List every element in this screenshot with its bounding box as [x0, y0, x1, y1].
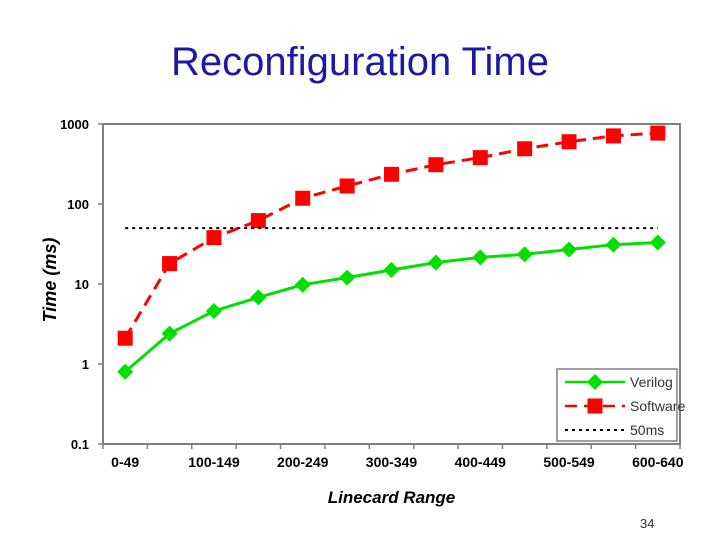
- software-point: [650, 125, 666, 141]
- x-axis-label: Linecard Range: [328, 488, 456, 507]
- x-tick-label: 400-449: [455, 454, 507, 470]
- y-tick-label: 1: [82, 357, 89, 372]
- series-software: [117, 125, 666, 346]
- legend-label: Software: [630, 398, 685, 414]
- software-point: [428, 157, 444, 173]
- verilog-point: [117, 363, 134, 380]
- software-point: [206, 230, 222, 246]
- slide-title: Reconfiguration Time: [171, 40, 549, 84]
- page-number: 34: [640, 516, 655, 531]
- software-point: [384, 166, 399, 182]
- verilog-point: [339, 269, 356, 286]
- software-point: [517, 141, 533, 157]
- legend: Verilog Software 50ms: [556, 368, 685, 442]
- verilog-point: [383, 261, 400, 278]
- legend-item-software: Software: [565, 398, 685, 414]
- verilog-point: [605, 236, 622, 253]
- series-verilog: [117, 234, 666, 380]
- verilog-point: [205, 302, 222, 319]
- software-point: [295, 190, 311, 206]
- verilog-point: [649, 234, 666, 251]
- verilog-point: [427, 254, 444, 271]
- software-point: [561, 134, 577, 150]
- legend-label: 50ms: [630, 422, 664, 438]
- verilog-point: [294, 276, 311, 293]
- y-tick-label: 0.1: [71, 437, 89, 452]
- software-point: [605, 128, 621, 144]
- verilog-point: [561, 241, 578, 258]
- x-tick-label: 200-249: [277, 454, 329, 470]
- software-point: [472, 150, 488, 166]
- y-axis-label: Time (ms): [40, 238, 60, 323]
- verilog-point: [516, 246, 533, 263]
- y-axis-ticks: 0.1 1 10 100 1000: [60, 117, 103, 452]
- legend-item-verilog: Verilog: [565, 374, 673, 390]
- software-point: [250, 213, 266, 229]
- y-tick-label: 1000: [60, 117, 89, 132]
- x-tick-label: 100-149: [188, 454, 240, 470]
- legend-marker: [587, 398, 603, 414]
- x-tick-label: 500-549: [543, 454, 595, 470]
- x-axis-ticks: 0-49 100-149 200-249 300-349 400-449 500-549 6…: [102, 444, 684, 470]
- y-tick-label: 100: [67, 197, 89, 212]
- verilog-point: [472, 249, 489, 266]
- x-tick-label: 600-640: [632, 454, 684, 470]
- software-point: [162, 256, 178, 272]
- verilog-point: [250, 289, 267, 306]
- x-tick-label: 0-49: [111, 454, 139, 470]
- legend-label: Verilog: [630, 374, 673, 390]
- software-point: [117, 330, 133, 346]
- series-layer: [117, 125, 666, 380]
- x-tick-label: 300-349: [366, 454, 418, 470]
- legend-marker: [587, 374, 603, 390]
- legend-item-50ms: 50ms: [565, 422, 664, 438]
- verilog-point: [161, 325, 178, 342]
- software-point: [339, 178, 355, 194]
- y-tick-label: 10: [75, 277, 89, 292]
